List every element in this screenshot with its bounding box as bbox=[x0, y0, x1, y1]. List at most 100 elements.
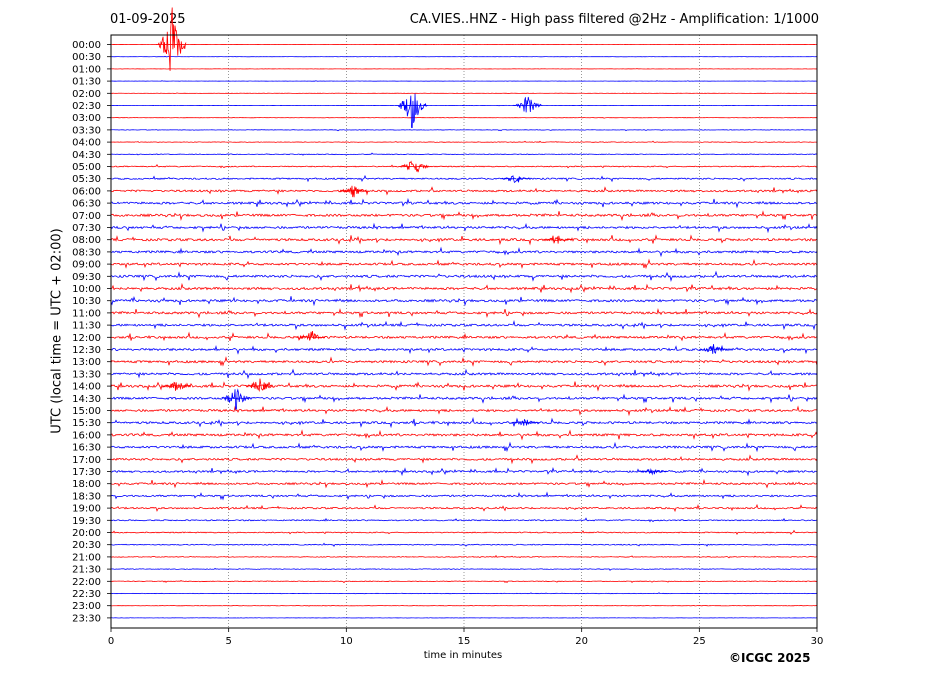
trace-2300 bbox=[110, 605, 818, 607]
y-tick-label: 06:00 bbox=[72, 186, 101, 197]
trace-1300 bbox=[110, 356, 818, 367]
y-tick-label: 22:30 bbox=[72, 589, 101, 600]
copyright-credit: ©ICGC 2025 bbox=[729, 651, 811, 665]
seismic-event bbox=[157, 7, 187, 71]
trace-1530 bbox=[110, 416, 818, 429]
y-tick-label: 16:30 bbox=[72, 443, 101, 454]
x-tick-label: 5 bbox=[225, 636, 231, 647]
y-tick-label: 17:30 bbox=[72, 467, 101, 478]
seismic-event bbox=[221, 388, 251, 410]
trace-1130 bbox=[110, 320, 818, 331]
y-tick-label: 11:30 bbox=[72, 321, 101, 332]
y-tick-label: 02:00 bbox=[72, 89, 101, 100]
trace-0400 bbox=[110, 140, 818, 143]
trace-1900 bbox=[110, 503, 818, 513]
seismic-event bbox=[245, 378, 274, 393]
trace-1730 bbox=[110, 466, 818, 477]
seismic-event bbox=[339, 185, 368, 198]
y-tick-label: 19:00 bbox=[72, 504, 101, 515]
y-tick-label: 18:00 bbox=[72, 479, 101, 490]
y-tick-label: 21:30 bbox=[72, 565, 101, 576]
seismic-event bbox=[511, 419, 540, 426]
y-tick-label: 19:30 bbox=[72, 516, 101, 527]
trace-1800 bbox=[110, 478, 818, 489]
y-tick-label: 08:00 bbox=[72, 235, 101, 246]
trace-0600 bbox=[110, 186, 818, 196]
trace-2000 bbox=[110, 529, 818, 536]
seismic-event bbox=[501, 175, 530, 184]
trace-1930 bbox=[110, 517, 818, 523]
trace-1830 bbox=[110, 491, 818, 501]
y-tick-label: 22:00 bbox=[72, 577, 101, 588]
trace-0830 bbox=[110, 246, 818, 258]
x-tick-label: 10 bbox=[340, 636, 353, 647]
x-tick-label: 0 bbox=[108, 636, 114, 647]
y-tick-label: 12:30 bbox=[72, 345, 101, 356]
trace-1330 bbox=[110, 368, 818, 380]
y-tick-label: 00:30 bbox=[72, 52, 101, 63]
y-tick-label: 08:30 bbox=[72, 247, 101, 258]
trace-0500 bbox=[110, 163, 818, 169]
y-tick-label: 09:00 bbox=[72, 260, 101, 271]
y-tick-label: 10:00 bbox=[72, 284, 101, 295]
seismic-event bbox=[543, 235, 573, 244]
y-tick-label: 20:30 bbox=[72, 540, 101, 551]
trace-1400 bbox=[110, 381, 818, 392]
y-tick-label: 13:30 bbox=[72, 369, 101, 380]
trace-1200 bbox=[110, 331, 818, 342]
y-tick-label: 03:00 bbox=[72, 113, 101, 124]
y-tick-label: 00:00 bbox=[72, 40, 101, 51]
trace-0100 bbox=[110, 68, 818, 70]
trace-1600 bbox=[110, 429, 818, 441]
trace-1500 bbox=[110, 405, 818, 417]
trace-0230 bbox=[110, 104, 818, 107]
y-tick-label: 16:00 bbox=[72, 430, 101, 441]
trace-0630 bbox=[110, 197, 818, 209]
chart-date: 01-09-2025 bbox=[110, 12, 186, 27]
y-tick-label: 21:00 bbox=[72, 552, 101, 563]
trace-0300 bbox=[110, 117, 818, 119]
trace-1100 bbox=[110, 308, 818, 319]
trace-1230 bbox=[110, 344, 818, 355]
trace-0800 bbox=[110, 234, 818, 246]
y-tick-label: 07:00 bbox=[72, 211, 101, 222]
seismic-event bbox=[296, 330, 326, 341]
trace-0730 bbox=[110, 222, 818, 234]
y-tick-label: 18:30 bbox=[72, 491, 101, 502]
y-tick-label: 10:30 bbox=[72, 296, 101, 307]
trace-1630 bbox=[110, 441, 818, 453]
seismic-event bbox=[513, 96, 542, 113]
seismic-event bbox=[638, 467, 667, 476]
y-tick-label: 01:00 bbox=[72, 64, 101, 75]
y-tick-label: 12:00 bbox=[72, 333, 101, 344]
trace-2200 bbox=[110, 579, 818, 584]
trace-2030 bbox=[110, 542, 818, 548]
y-tick-label: 23:30 bbox=[72, 613, 101, 624]
y-tick-label: 14:00 bbox=[72, 382, 101, 393]
y-tick-label: 04:30 bbox=[72, 150, 101, 161]
y-tick-label: 07:30 bbox=[72, 223, 101, 234]
chart-title: CA.VIES..HNZ - High pass filtered @2Hz -… bbox=[409, 12, 819, 27]
y-tick-label: 20:00 bbox=[72, 528, 101, 539]
trace-0200 bbox=[110, 92, 818, 94]
seismic-event bbox=[397, 93, 427, 129]
trace-0330 bbox=[110, 129, 818, 132]
seismic-event bbox=[699, 344, 728, 354]
y-tick-label: 01:30 bbox=[72, 77, 101, 88]
y-tick-label: 14:30 bbox=[72, 394, 101, 405]
y-tick-label: 23:00 bbox=[72, 601, 101, 612]
trace-2230 bbox=[110, 592, 818, 595]
y-tick-label: 04:00 bbox=[72, 138, 101, 149]
x-tick-label: 20 bbox=[575, 636, 588, 647]
y-tick-label: 13:00 bbox=[72, 357, 101, 368]
y-tick-label: 06:30 bbox=[72, 199, 101, 210]
trace-0530 bbox=[110, 174, 818, 183]
y-tick-label: 15:30 bbox=[72, 418, 101, 429]
y-tick-label: 11:00 bbox=[72, 308, 101, 319]
y-tick-label: 15:00 bbox=[72, 406, 101, 417]
x-tick-label: 30 bbox=[811, 636, 824, 647]
trace-1030 bbox=[110, 296, 818, 307]
trace-0900 bbox=[110, 258, 818, 270]
y-tick-label: 17:00 bbox=[72, 455, 101, 466]
